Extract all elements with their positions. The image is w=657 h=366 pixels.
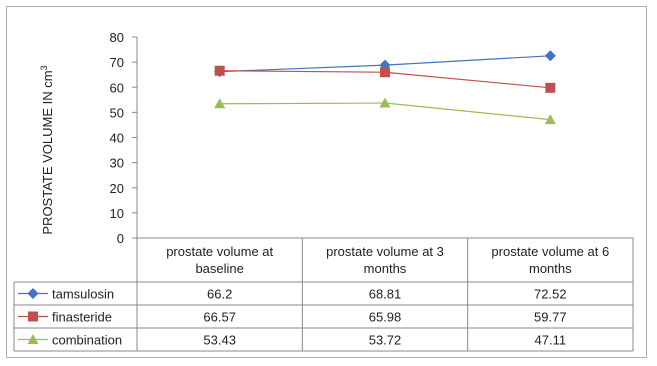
- table-value-cell: 66.57: [203, 310, 236, 325]
- data-point-finasteride: [545, 82, 556, 93]
- y-axis-label-superscript: 3: [39, 65, 49, 70]
- y-tick-label: 0: [117, 231, 124, 246]
- y-tick-label: 20: [110, 181, 124, 196]
- y-tick-label: 30: [110, 156, 124, 171]
- y-tick-label: 70: [110, 55, 124, 70]
- data-point-tamsulosin: [544, 50, 556, 62]
- legend-series-name: tamsulosin: [52, 287, 114, 302]
- y-axis-label-text: PROSTATE VOLUME IN cm: [40, 70, 55, 234]
- legend-key-marker: [27, 334, 39, 344]
- y-tick-label: 50: [110, 105, 124, 120]
- legend-key-marker: [27, 288, 39, 299]
- category-label: prostate volume at baseline: [166, 244, 273, 276]
- legend-series-name: combination: [52, 333, 122, 348]
- table-value-cell: 68.81: [369, 287, 402, 302]
- legend-series-name: finasteride: [52, 310, 112, 325]
- chart-frame: [6, 6, 647, 358]
- plot-axes: [132, 36, 138, 239]
- data-point-combination: [214, 98, 226, 109]
- y-tick-labels: 0 10 20 30 40 50 60 70 80: [110, 30, 124, 246]
- y-tick-label: 40: [110, 131, 124, 146]
- y-tick-label: 10: [110, 206, 124, 221]
- table-value-cell: 66.2: [207, 287, 232, 302]
- data-point-combination: [379, 97, 391, 108]
- table-value-cell: 47.11: [535, 333, 567, 348]
- y-axis-label: PROSTATE VOLUME IN cm3: [39, 65, 55, 234]
- data-point-finasteride: [380, 67, 390, 78]
- category-label-line: prostate volume at 3: [326, 244, 444, 259]
- category-label-line: months: [529, 261, 572, 276]
- table-value-cell: 72.52: [534, 287, 567, 302]
- y-tick-label: 60: [110, 80, 124, 95]
- category-label: prostate volume at 3 months: [326, 244, 444, 276]
- y-axis-label-group: PROSTATE VOLUME IN cm3: [39, 65, 55, 234]
- series-group: [214, 50, 556, 125]
- data-point-finasteride: [214, 65, 225, 76]
- category-label: prostate volume at 6 months: [491, 244, 609, 276]
- category-label-line: baseline: [195, 261, 243, 276]
- category-label-line: prostate volume at 6: [491, 244, 609, 259]
- category-label-line: months: [364, 261, 407, 276]
- table-value-cell: 65.98: [369, 310, 402, 325]
- legend-key-marker: [28, 311, 38, 322]
- category-label-line: prostate volume at: [166, 244, 273, 259]
- table-value-cell: 53.43: [203, 333, 236, 348]
- table-value-cell: 59.77: [534, 310, 567, 325]
- y-tick-label: 80: [110, 30, 124, 45]
- data-point-combination: [544, 114, 556, 125]
- table-value-cell: 53.72: [369, 333, 402, 348]
